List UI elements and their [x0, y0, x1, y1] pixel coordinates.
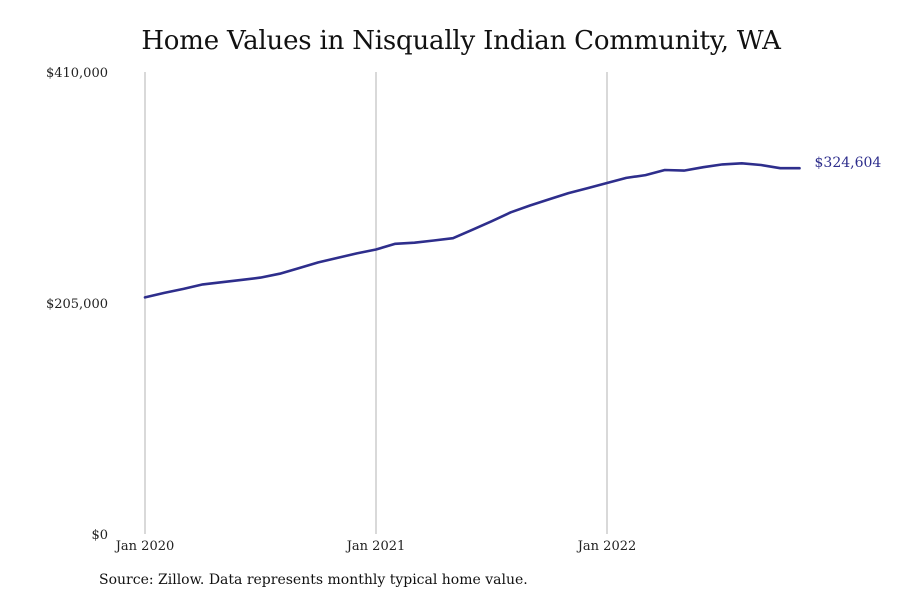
y-tick-label-2: $410,000	[46, 66, 108, 81]
x-tick-label-0: Jan 2020	[114, 539, 175, 554]
grid-lines	[144, 72, 608, 534]
x-tick-label-1: Jan 2021	[345, 539, 406, 554]
x-axis-ticks: Jan 2020 Jan 2021 Jan 2022	[114, 539, 637, 554]
y-tick-label-1: $205,000	[46, 297, 108, 312]
series-end-label-0: $324,604	[815, 155, 882, 171]
y-tick-label-0: $0	[91, 528, 108, 543]
y-axis-ticks: $0 $205,000 $410,000	[46, 66, 108, 543]
source-note: Source: Zillow. Data represents monthly …	[99, 572, 528, 588]
chart-title: Home Values in Nisqually Indian Communit…	[141, 26, 781, 56]
series-line-0	[143, 162, 801, 299]
x-tick-label-2: Jan 2022	[576, 539, 637, 554]
series-layer: $324,604	[143, 155, 882, 299]
